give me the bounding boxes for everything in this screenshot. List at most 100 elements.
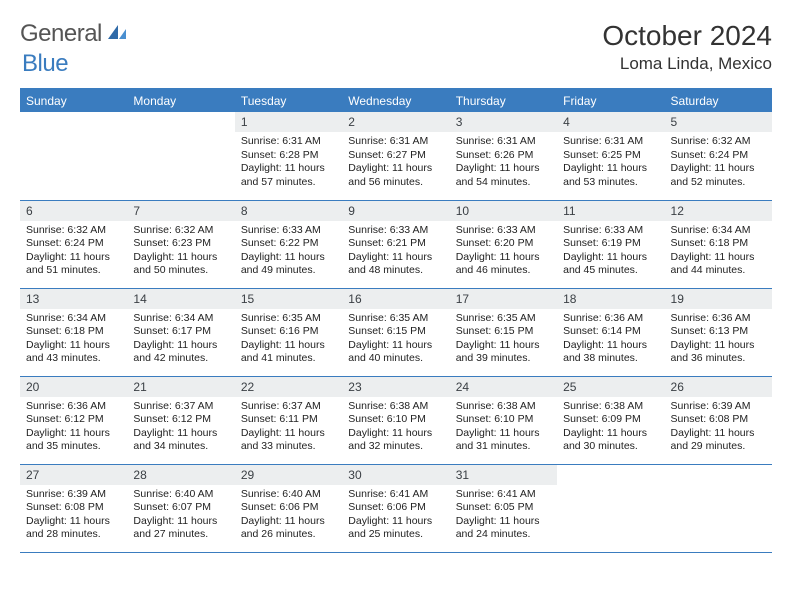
calendar-cell: 24Sunrise: 6:38 AMSunset: 6:10 PMDayligh… <box>450 376 557 464</box>
daylight-line: Daylight: 11 hours and 35 minutes. <box>26 427 110 453</box>
calendar-cell: 2Sunrise: 6:31 AMSunset: 6:27 PMDaylight… <box>342 112 449 200</box>
day-number: 18 <box>557 289 664 309</box>
day-number: 16 <box>342 289 449 309</box>
calendar-cell: 8Sunrise: 6:33 AMSunset: 6:22 PMDaylight… <box>235 200 342 288</box>
day-details: Sunrise: 6:31 AMSunset: 6:28 PMDaylight:… <box>235 132 342 194</box>
day-details: Sunrise: 6:38 AMSunset: 6:09 PMDaylight:… <box>557 397 664 459</box>
calendar-cell: 18Sunrise: 6:36 AMSunset: 6:14 PMDayligh… <box>557 288 664 376</box>
sunrise-line: Sunrise: 6:31 AM <box>563 135 643 147</box>
calendar-cell: 3Sunrise: 6:31 AMSunset: 6:26 PMDaylight… <box>450 112 557 200</box>
daylight-line: Daylight: 11 hours and 25 minutes. <box>348 515 432 541</box>
sunrise-line: Sunrise: 6:36 AM <box>26 400 106 412</box>
sunrise-line: Sunrise: 6:38 AM <box>563 400 643 412</box>
day-details: Sunrise: 6:38 AMSunset: 6:10 PM Daylight:… <box>450 397 557 459</box>
sunset-line: Sunset: 6:10 PM <box>348 413 426 425</box>
calendar-cell <box>665 464 772 552</box>
calendar-cell: 28Sunrise: 6:40 AMSunset: 6:07 PMDayligh… <box>127 464 234 552</box>
sunrise-line: Sunrise: 6:39 AM <box>671 400 751 412</box>
sunrise-line: Sunrise: 6:41 AM <box>348 488 428 500</box>
day-details: Sunrise: 6:35 AMSunset: 6:15 PMDaylight:… <box>342 309 449 371</box>
brand-part2-wrap: Blue <box>22 50 68 78</box>
day-number: 25 <box>557 377 664 397</box>
calendar-cell: 30Sunrise: 6:41 AMSunset: 6:06 PMDayligh… <box>342 464 449 552</box>
day-number: 27 <box>20 465 127 485</box>
calendar-cell: 1Sunrise: 6:31 AMSunset: 6:28 PMDaylight… <box>235 112 342 200</box>
sunrise-line: Sunrise: 6:35 AM <box>456 312 536 324</box>
daylight-line: Daylight: 11 hours and 29 minutes. <box>671 427 755 453</box>
day-number: 10 <box>450 201 557 221</box>
calendar-cell: 16Sunrise: 6:35 AMSunset: 6:15 PMDayligh… <box>342 288 449 376</box>
weekday-header: Saturday <box>665 90 772 112</box>
daylight-line: Daylight: 11 hours and 28 minutes. <box>26 515 110 541</box>
sunrise-line: Sunrise: 6:33 AM <box>241 224 321 236</box>
daylight-line: Daylight: 11 hours and 48 minutes. <box>348 251 432 277</box>
day-details: Sunrise: 6:33 AMSunset: 6:19 PMDaylight:… <box>557 221 664 283</box>
day-details: Sunrise: 6:41 AMSunset: 6:05 PMDaylight:… <box>450 485 557 547</box>
day-number: 14 <box>127 289 234 309</box>
sunrise-line: Sunrise: 6:38 AM <box>456 400 536 412</box>
daylight-line: Daylight: 11 hours and 40 minutes. <box>348 339 432 365</box>
brand-sail-icon <box>106 23 128 41</box>
sunrise-line: Sunrise: 6:34 AM <box>26 312 106 324</box>
calendar-cell: 13Sunrise: 6:34 AMSunset: 6:18 PMDayligh… <box>20 288 127 376</box>
day-details: Sunrise: 6:40 AMSunset: 6:06 PMDaylight:… <box>235 485 342 547</box>
weekday-header: Friday <box>557 90 664 112</box>
sunrise-line: Sunrise: 6:37 AM <box>241 400 321 412</box>
day-number: 31 <box>450 465 557 485</box>
calendar-cell: 27Sunrise: 6:39 AMSunset: 6:08 PMDayligh… <box>20 464 127 552</box>
calendar-cell: 15Sunrise: 6:35 AMSunset: 6:16 PMDayligh… <box>235 288 342 376</box>
daylight-line: Daylight: 11 hours and 50 minutes. <box>133 251 217 277</box>
calendar-cell: 25Sunrise: 6:38 AMSunset: 6:09 PMDayligh… <box>557 376 664 464</box>
calendar-cell <box>127 112 234 200</box>
calendar-cell: 23Sunrise: 6:38 AMSunset: 6:10 PMDayligh… <box>342 376 449 464</box>
daylight-line: Daylight: 11 hours and 36 minutes. <box>671 339 755 365</box>
day-details: Sunrise: 6:32 AMSunset: 6:23 PMDaylight:… <box>127 221 234 283</box>
daylight-line: Daylight: 11 hours and 57 minutes. <box>241 162 325 188</box>
day-details: Sunrise: 6:32 AM Sunset: 6:24 PMDaylight:… <box>665 132 772 194</box>
sunrise-line: Sunrise: 6:31 AM <box>241 135 321 147</box>
brand-part1: General <box>20 20 102 48</box>
day-number: 7 <box>127 201 234 221</box>
calendar-cell: 4Sunrise: 6:31 AMSunset: 6:25 PMDaylight… <box>557 112 664 200</box>
weekday-header: Sunday <box>20 90 127 112</box>
daylight-line: Daylight: 11 hours and 31 minutes. <box>456 427 540 453</box>
calendar-week-row: 6Sunrise: 6:32 AMSunset: 6:24 PMDaylight… <box>20 200 772 288</box>
daylight-line: Daylight: 11 hours and 52 minutes. <box>671 162 755 188</box>
day-details: Sunrise: 6:35 AMSunset: 6:15 PMDaylight:… <box>450 309 557 371</box>
day-details: Sunrise: 6:37 AMSunset: 6:11 PMDaylight:… <box>235 397 342 459</box>
day-details: Sunrise: 6:34 AMSunset: 6:17 PMDaylight:… <box>127 309 234 371</box>
daylight-line: Daylight: 11 hours and 38 minutes. <box>563 339 647 365</box>
sunrise-line: Sunrise: 6:39 AM <box>26 488 106 500</box>
brand-part2: Blue <box>22 50 68 77</box>
weekday-header: Monday <box>127 90 234 112</box>
sunset-line: Sunset: 6:27 PM <box>348 149 426 161</box>
day-number: 5 <box>665 112 772 132</box>
calendar-cell: 17Sunrise: 6:35 AMSunset: 6:15 PMDayligh… <box>450 288 557 376</box>
daylight-line: Daylight: 11 hours and 26 minutes. <box>241 515 325 541</box>
daylight-line: Daylight: 11 hours and 49 minutes. <box>241 251 325 277</box>
calendar-cell: 31Sunrise: 6:41 AMSunset: 6:05 PMDayligh… <box>450 464 557 552</box>
sunset-line: Sunset: 6:10 PM <box>456 413 534 425</box>
day-details: Sunrise: 6:36 AMSunset: 6:13 PMDaylight:… <box>665 309 772 371</box>
sunrise-line: Sunrise: 6:32 AM <box>671 135 751 147</box>
sunrise-line: Sunrise: 6:36 AM <box>563 312 643 324</box>
sunset-line: Sunset: 6:24 PM <box>671 149 749 161</box>
calendar-cell: 21Sunrise: 6:37 AMSunset: 6:12 PMDayligh… <box>127 376 234 464</box>
day-details: Sunrise: 6:32 AMSunset: 6:24 PMDaylight:… <box>20 221 127 283</box>
day-number: 23 <box>342 377 449 397</box>
day-details: Sunrise: 6:39 AMSunset: 6:08 PMDaylight:… <box>665 397 772 459</box>
title-month: October 2024 <box>602 20 772 52</box>
daylight-line: Daylight: 11 hours and 56 minutes. <box>348 162 432 188</box>
sunrise-line: Sunrise: 6:31 AM <box>348 135 428 147</box>
day-number: 19 <box>665 289 772 309</box>
sunset-line: Sunset: 6:05 PM <box>456 501 534 513</box>
day-details: Sunrise: 6:41 AMSunset: 6:06 PMDaylight:… <box>342 485 449 547</box>
sunset-line: Sunset: 6:24 PM <box>26 237 104 249</box>
sunrise-line: Sunrise: 6:41 AM <box>456 488 536 500</box>
weekday-header: Wednesday <box>342 90 449 112</box>
daylight-line: Daylight: 11 hours and 45 minutes. <box>563 251 647 277</box>
calendar-cell: 5 Sunrise: 6:32 AM Sunset: 6:24 PMDaylight… <box>665 112 772 200</box>
sunrise-line: Sunrise: 6:32 AM <box>26 224 106 236</box>
day-details: Sunrise: 6:33 AMSunset: 6:21 PMDaylight:… <box>342 221 449 283</box>
weekday-row: SundayMondayTuesdayWednesdayThursdayFrid… <box>20 90 772 112</box>
